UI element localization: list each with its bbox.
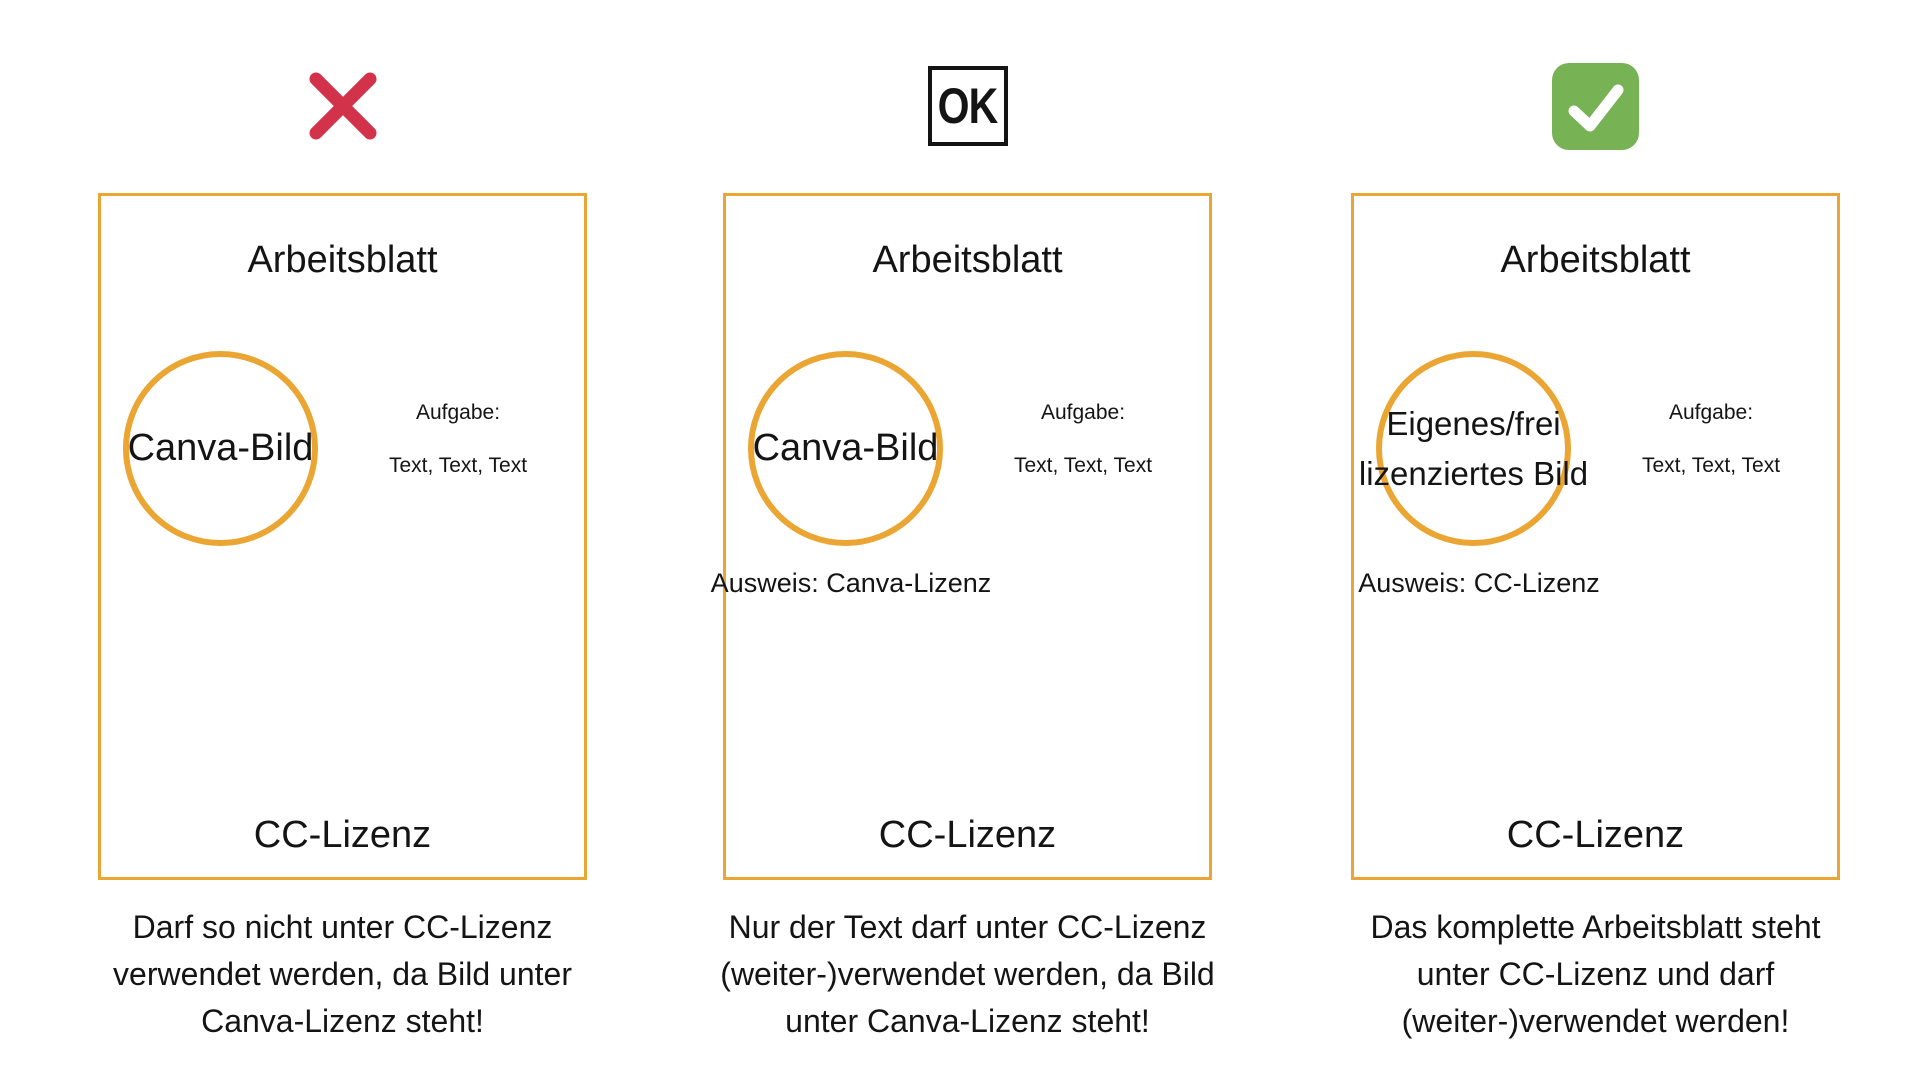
task-heading: Aufgabe: [415, 401, 501, 424]
license-note: Ausweis: CC-Lizenz [1358, 568, 1600, 598]
worksheet-card: Arbeitsblatt Canva-Bild Aufgabe: Text, T… [711, 193, 1212, 880]
image-placeholder-circle: Canva-Bild [123, 351, 318, 546]
image-placeholder-circle: Eigenes/frei lizenziertes Bild [1359, 351, 1588, 546]
image-label: Canva-Bild [127, 426, 314, 469]
task-block: Aufgabe: Text, Text, Text [1611, 401, 1811, 478]
task-heading: Aufgabe: [1668, 401, 1754, 424]
column-partially-ok: OK Arbeitsblatt Canva-Bild Aufgabe: Text… [711, 0, 1215, 1080]
task-body: Text, Text, Text [1641, 454, 1781, 477]
ok-badge: OK [927, 66, 1008, 146]
image-placeholder-circle: Canva-Bild [748, 351, 943, 546]
caption: Das komplette Arbeitsblatt steht unter C… [1370, 909, 1821, 1039]
cross-icon [309, 72, 376, 140]
column-not-allowed: Arbeitsblatt Canva-Bild Aufgabe: Text, T… [98, 0, 587, 1080]
card-footer-license: CC-Lizenz [878, 814, 1057, 856]
column-allowed: Arbeitsblatt Eigenes/frei lizenziertes B… [1351, 0, 1840, 1080]
card-title: Arbeitsblatt [872, 239, 1063, 281]
worksheet-card: Arbeitsblatt Eigenes/frei lizenziertes B… [1351, 193, 1840, 880]
task-body: Text, Text, Text [388, 454, 528, 477]
card-footer-license: CC-Lizenz [253, 814, 432, 856]
task-body: Text, Text, Text [1013, 454, 1153, 477]
task-block: Aufgabe: Text, Text, Text [983, 401, 1183, 478]
caption: Nur der Text darf unter CC-Lizenz (weite… [720, 909, 1215, 1039]
card-title: Arbeitsblatt [1500, 239, 1691, 281]
image-label: Eigenes/frei lizenziertes Bild [1358, 405, 1589, 492]
task-block: Aufgabe: Text, Text, Text [358, 401, 558, 478]
card-footer-license: CC-Lizenz [1506, 814, 1685, 856]
license-note: Ausweis: Canva-Lizenz [710, 568, 992, 598]
check-icon [1552, 62, 1639, 150]
status-area [98, 58, 587, 154]
image-label: Canva-Bild [752, 426, 939, 469]
status-area [1351, 58, 1840, 154]
card-title: Arbeitsblatt [247, 239, 438, 281]
task-heading: Aufgabe: [1040, 401, 1126, 424]
ok-badge-label: OK [937, 78, 999, 134]
status-area: OK [723, 58, 1212, 154]
worksheet-card: Arbeitsblatt Canva-Bild Aufgabe: Text, T… [98, 193, 587, 880]
caption: Darf so nicht unter CC-Lizenz verwendet … [113, 909, 572, 1039]
